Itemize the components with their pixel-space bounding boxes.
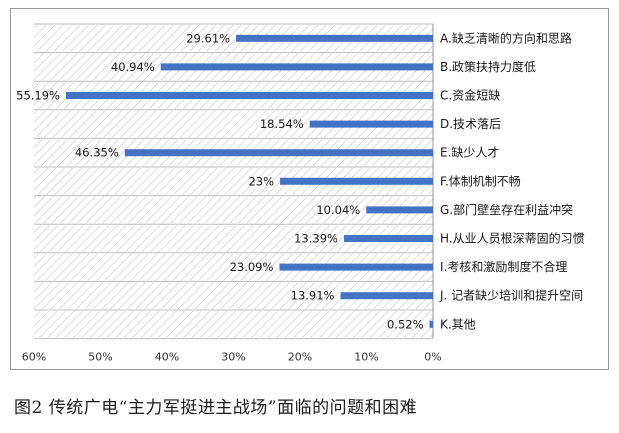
figure-caption: 图2 传统广电“主力军挺进主战场”面临的问题和困难 — [14, 398, 418, 418]
x-tick-label: 10% — [354, 351, 378, 364]
bar-chart: 29.61% 40.94% 55.19% 18.54% 46.35% 23% 10.04% 1… — [16, 23, 585, 364]
row-band — [34, 311, 433, 338]
category-label: C.资金短缺 — [440, 88, 500, 103]
x-tick-label: 60% — [22, 351, 46, 364]
category-label: G.部门壁垒存在利益冲突 — [440, 202, 573, 217]
bar — [279, 263, 433, 271]
chart-frame: 29.61% 40.94% 55.19% 18.54% 46.35% 23% 10.04% 1… — [10, 8, 609, 370]
data-label: 40.94% — [111, 60, 155, 74]
data-label: 29.61% — [186, 31, 230, 45]
data-label: 13.91% — [291, 289, 335, 303]
x-tick-label: 0% — [424, 351, 441, 364]
category-label: E.缺少人才 — [440, 145, 499, 160]
x-tick-label: 40% — [155, 351, 179, 364]
bar — [160, 63, 433, 71]
bar — [309, 120, 433, 128]
category-label: I.考核和激励制度不合理 — [440, 259, 567, 274]
x-tick-label: 50% — [88, 351, 112, 364]
bar — [366, 206, 433, 214]
category-label: K.其他 — [440, 317, 476, 331]
category-label: B.政策扶持力度低 — [440, 59, 536, 74]
x-tick-label: 20% — [288, 351, 312, 364]
data-label: 55.19% — [16, 89, 60, 103]
data-label: 23.09% — [230, 260, 274, 274]
bar — [343, 235, 433, 242]
bar — [236, 34, 433, 42]
bar — [429, 320, 433, 328]
x-tick-label: 30% — [221, 351, 245, 364]
data-label: 13.39% — [294, 232, 338, 246]
bar — [280, 177, 433, 185]
bar — [124, 149, 434, 157]
data-label: 23% — [248, 174, 274, 188]
data-label: 0.52% — [387, 317, 424, 331]
category-label: F.体制机制不畅 — [440, 174, 521, 188]
category-label: A.缺乏清晰的方向和思路 — [440, 30, 572, 45]
data-label: 46.35% — [75, 146, 119, 160]
data-label: 18.54% — [260, 117, 304, 131]
category-label: D.技术落后 — [440, 117, 501, 131]
data-label: 10.04% — [316, 203, 360, 217]
category-label: H.从业人员根深蒂固的习惯 — [440, 231, 585, 246]
bar — [65, 92, 433, 99]
category-label: J. 记者缺少培训和提升空间 — [439, 288, 583, 303]
bar — [340, 292, 433, 300]
